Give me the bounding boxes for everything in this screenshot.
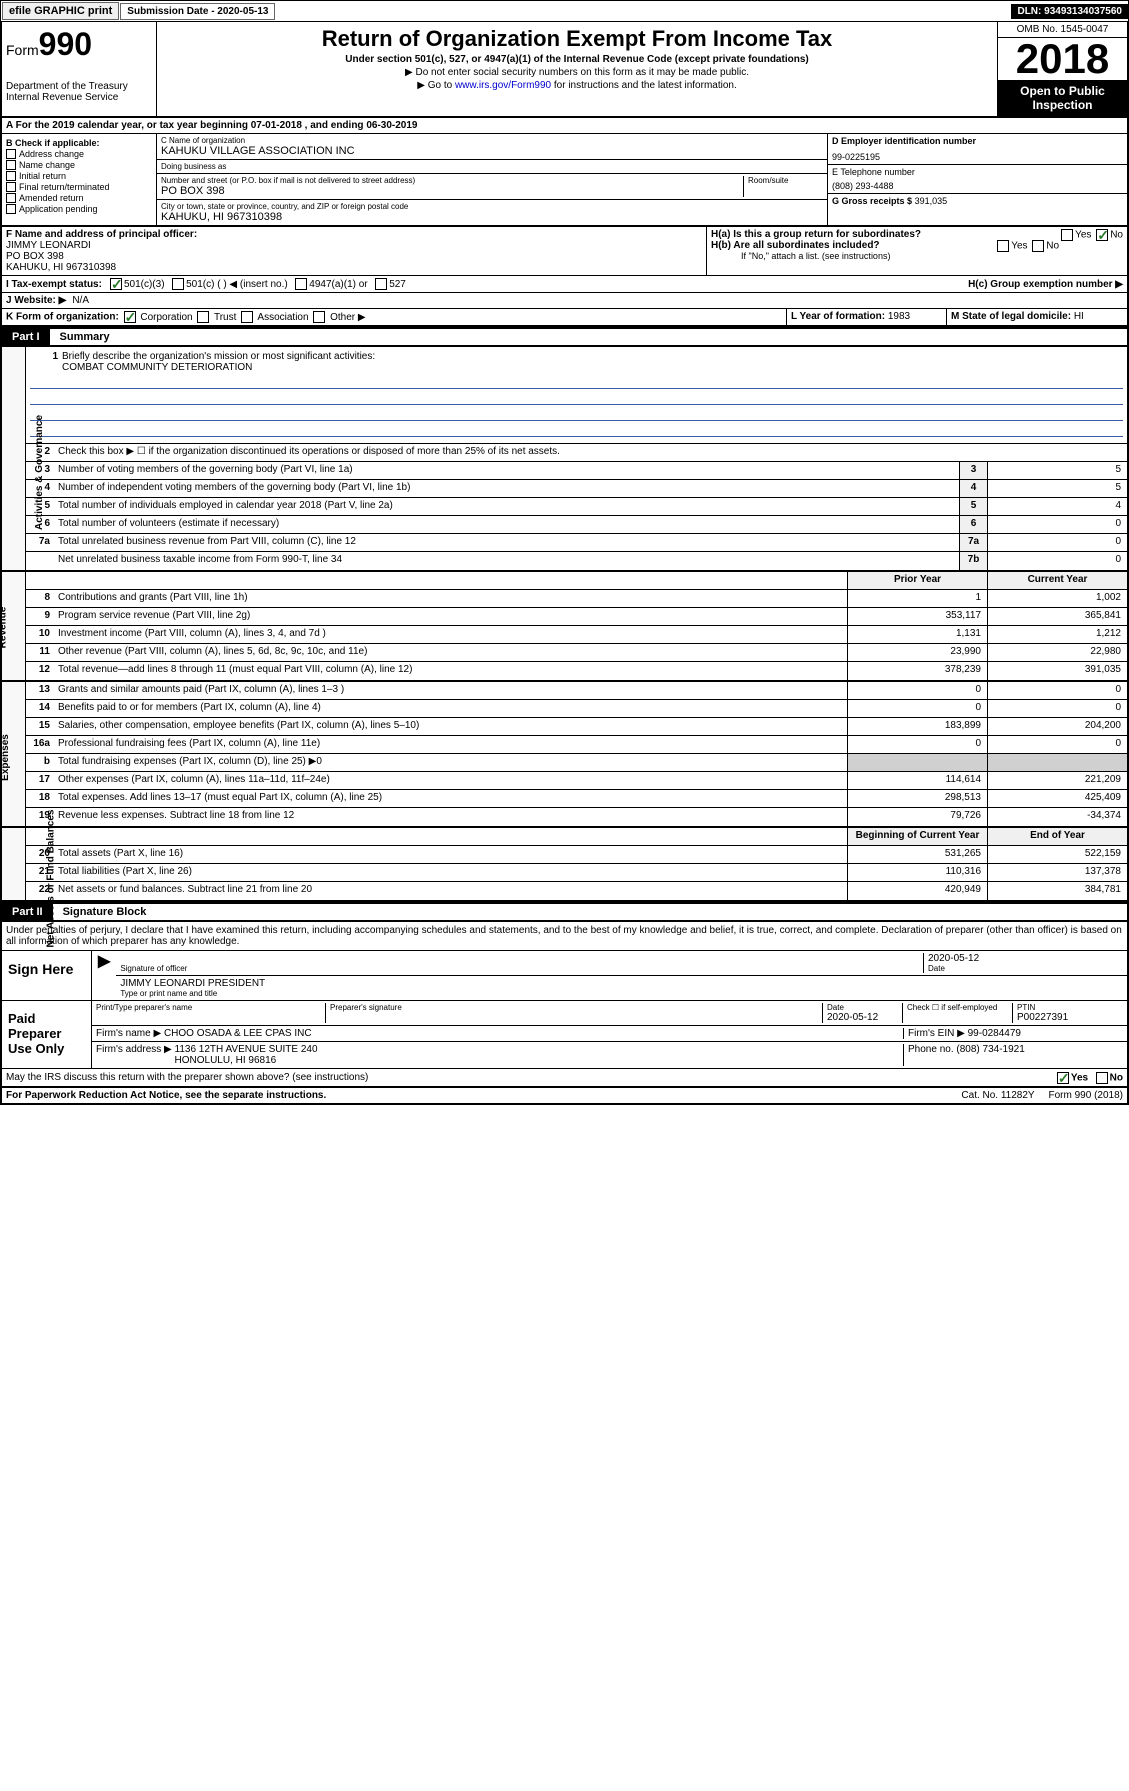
gross-receipts: 391,035: [915, 196, 948, 206]
summary-section: Net Assets or Fund BalancesBeginning of …: [0, 828, 1129, 902]
website-line: J Website: ▶ N/A: [0, 293, 1129, 309]
website: N/A: [72, 295, 89, 306]
form-title: Return of Organization Exempt From Incom…: [161, 26, 993, 52]
col-c: C Name of organizationKAHUKU VILLAGE ASS…: [157, 134, 827, 225]
topbar: efile GRAPHIC print Submission Date - 20…: [0, 0, 1129, 22]
line-3: 3Number of voting members of the governi…: [26, 462, 1127, 480]
col-d: D Employer identification number99-02251…: [827, 134, 1127, 225]
checkbox-amended-return[interactable]: Amended return: [6, 193, 152, 203]
hb-yes[interactable]: [997, 240, 1009, 252]
discuss-yes[interactable]: [1057, 1072, 1069, 1084]
dln: DLN: 93493134037560: [1011, 4, 1128, 19]
line-16a: 16aProfessional fundraising fees (Part I…: [26, 736, 1127, 754]
col-b: B Check if applicable: Address changeNam…: [2, 134, 157, 225]
line-7a: 7aTotal unrelated business revenue from …: [26, 534, 1127, 552]
ptin: P00227391: [1017, 1012, 1123, 1023]
year-formed: 1983: [888, 311, 910, 322]
entity-block: B Check if applicable: Address changeNam…: [0, 134, 1129, 227]
submission-date: Submission Date - 2020-05-13: [120, 3, 275, 20]
line-21: 21Total liabilities (Part X, line 26)110…: [26, 864, 1127, 882]
note2: ▶ Go to www.irs.gov/Form990 for instruct…: [161, 80, 993, 91]
line-x: Net unrelated business taxable income fr…: [26, 552, 1127, 570]
officer-name: JIMMY LEONARDI: [6, 240, 702, 251]
summary-section: Activities & Governance1Briefly describe…: [0, 347, 1129, 572]
form-number: Form990: [6, 26, 152, 63]
domicile: HI: [1074, 311, 1084, 322]
part1-header: Part I Summary: [0, 327, 1129, 347]
arrow-icon: ▶: [92, 951, 116, 1000]
sign-here: Sign Here: [2, 951, 92, 1000]
hb-no[interactable]: [1032, 240, 1044, 252]
501c3-check[interactable]: [110, 278, 122, 290]
ha-no[interactable]: [1096, 229, 1108, 241]
part2-header: Part II Signature Block: [0, 902, 1129, 922]
summary-section: Expenses13Grants and similar amounts pai…: [0, 682, 1129, 828]
line-10: 10Investment income (Part VIII, column (…: [26, 626, 1127, 644]
period-line: A For the 2019 calendar year, or tax yea…: [0, 118, 1129, 134]
line-11: 11Other revenue (Part VIII, column (A), …: [26, 644, 1127, 662]
line-6: 6Total number of volunteers (estimate if…: [26, 516, 1127, 534]
subtitle: Under section 501(c), 527, or 4947(a)(1)…: [161, 54, 993, 65]
tax-exempt-line: I Tax-exempt status: 501(c)(3) 501(c) ( …: [0, 276, 1129, 293]
firm-addr: 1136 12TH AVENUE SUITE 240 HONOLULU, HI …: [175, 1044, 318, 1066]
line-22: 22Net assets or fund balances. Subtract …: [26, 882, 1127, 900]
tax-year: 2018: [998, 38, 1127, 80]
line-18: 18Total expenses. Add lines 13–17 (must …: [26, 790, 1127, 808]
note1: ▶ Do not enter social security numbers o…: [161, 67, 993, 78]
telephone: (808) 293-4488: [832, 181, 1123, 191]
checkbox-final-return-terminated[interactable]: Final return/terminated: [6, 182, 152, 192]
line-5: 5Total number of individuals employed in…: [26, 498, 1127, 516]
ein: 99-0225195: [832, 152, 1123, 162]
klm-row: K Form of organization: Corporation Trus…: [0, 309, 1129, 327]
line-8: 8Contributions and grants (Part VIII, li…: [26, 590, 1127, 608]
summary-section: RevenuePrior YearCurrent Year8Contributi…: [0, 572, 1129, 682]
discuss-no[interactable]: [1096, 1072, 1108, 1084]
firm-phone: (808) 734-1921: [956, 1044, 1024, 1055]
checkbox-initial-return[interactable]: Initial return: [6, 171, 152, 181]
line-20: 20Total assets (Part X, line 16)531,2655…: [26, 846, 1127, 864]
line-9: 9Program service revenue (Part VIII, lin…: [26, 608, 1127, 626]
checkbox-application-pending[interactable]: Application pending: [6, 204, 152, 214]
signature-block: Under penalties of perjury, I declare th…: [0, 922, 1129, 1088]
irs-link[interactable]: www.irs.gov/Form990: [455, 80, 551, 91]
street: PO BOX 398: [161, 185, 743, 197]
efile-btn[interactable]: efile GRAPHIC print: [2, 2, 119, 20]
perjury: Under penalties of perjury, I declare th…: [2, 922, 1127, 951]
ha-yes[interactable]: [1061, 229, 1073, 241]
line-13: 13Grants and similar amounts paid (Part …: [26, 682, 1127, 700]
form-header: Form990 Department of the Treasury Inter…: [0, 22, 1129, 118]
line-15: 15Salaries, other compensation, employee…: [26, 718, 1127, 736]
city: KAHUKU, HI 967310398: [161, 211, 823, 223]
line-17: 17Other expenses (Part IX, column (A), l…: [26, 772, 1127, 790]
checkbox-name-change[interactable]: Name change: [6, 160, 152, 170]
line-b: bTotal fundraising expenses (Part IX, co…: [26, 754, 1127, 772]
line-2: 2Check this box ▶ ☐ if the organization …: [26, 444, 1127, 462]
line-4: 4Number of independent voting members of…: [26, 480, 1127, 498]
line-12: 12Total revenue—add lines 8 through 11 (…: [26, 662, 1127, 680]
dept: Department of the Treasury Internal Reve…: [6, 81, 152, 103]
paid-preparer: Paid Preparer Use Only: [2, 1001, 92, 1068]
firm-ein: 99-0284479: [968, 1028, 1021, 1039]
line-19: 19Revenue less expenses. Subtract line 1…: [26, 808, 1127, 826]
officer-row: F Name and address of principal officer:…: [0, 227, 1129, 276]
discuss-line: May the IRS discuss this return with the…: [2, 1069, 1127, 1086]
footer: For Paperwork Reduction Act Notice, see …: [0, 1088, 1129, 1105]
open-inspection: Open to Public Inspection: [998, 80, 1127, 116]
line-14: 14Benefits paid to or for members (Part …: [26, 700, 1127, 718]
org-name: KAHUKU VILLAGE ASSOCIATION INC: [161, 145, 823, 157]
firm-name: CHOO OSADA & LEE CPAS INC: [164, 1028, 312, 1039]
officer-sig-name: JIMMY LEONARDI PRESIDENT: [120, 978, 265, 989]
checkbox-address-change[interactable]: Address change: [6, 149, 152, 159]
